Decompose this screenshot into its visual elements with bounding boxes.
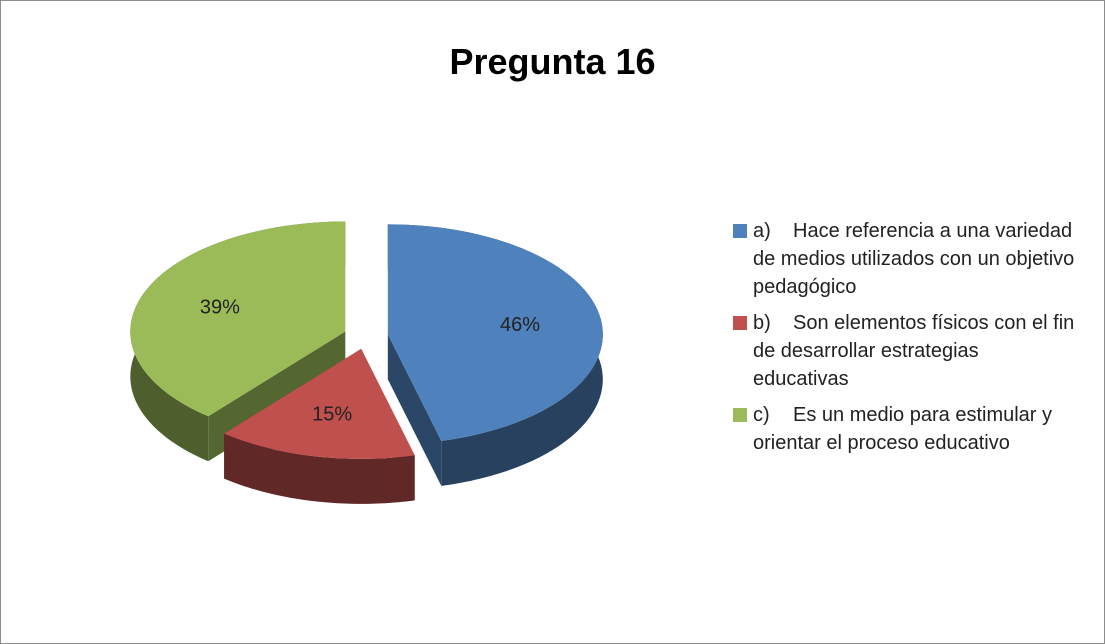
- slice-top: [224, 348, 415, 459]
- chart-title: Pregunta 16: [449, 41, 656, 82]
- legend-label: c) Es un medio para estimular y orientar…: [753, 404, 1058, 454]
- legend-item: b) Son elementos físicos con el fin de d…: [733, 309, 1078, 393]
- slice-cut-face: [387, 334, 442, 486]
- legend-item: a) Hace referencia a una variedad de med…: [733, 217, 1078, 301]
- legend-swatch: [733, 316, 747, 330]
- legend-label: a) Hace referencia a una variedad de med…: [753, 220, 1080, 298]
- data-label: 39%: [200, 297, 240, 319]
- pie-slice: [224, 348, 415, 504]
- legend: a) Hace referencia a una variedad de med…: [733, 217, 1078, 457]
- slice-side: [224, 433, 415, 504]
- legend-item: c) Es un medio para estimular y orientar…: [733, 401, 1078, 457]
- legend-swatch: [733, 224, 747, 238]
- pie-slice: [387, 224, 603, 486]
- slice-top: [387, 224, 603, 441]
- data-label: 46%: [500, 314, 540, 336]
- slice-top: [130, 221, 346, 417]
- data-label: 15%: [312, 404, 352, 426]
- legend-swatch: [733, 408, 747, 422]
- legend-label: b) Son elementos físicos con el fin de d…: [753, 312, 1080, 390]
